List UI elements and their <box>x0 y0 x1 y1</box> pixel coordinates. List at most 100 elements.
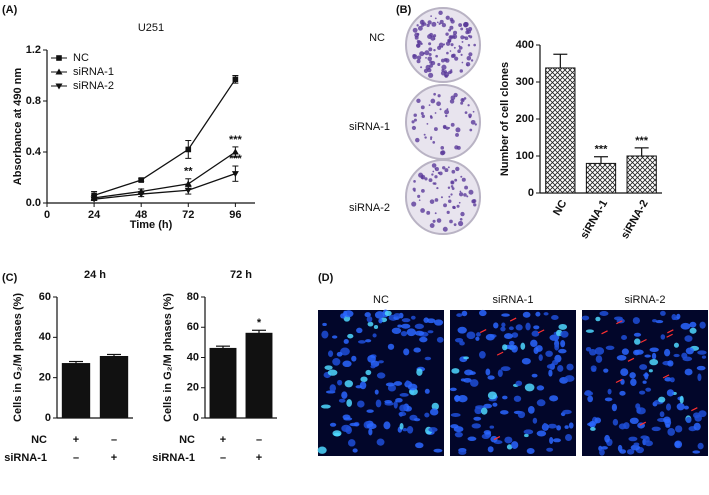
colony <box>447 166 450 169</box>
nucleus <box>515 380 523 387</box>
y-tick-label: 200 <box>516 113 534 125</box>
colony <box>451 187 455 190</box>
nucleus <box>560 340 566 348</box>
x-tick-label: 72 <box>182 209 194 221</box>
nucleus <box>393 381 403 386</box>
x-tick-label: NC <box>551 198 569 218</box>
nucleus <box>549 395 559 402</box>
colony <box>468 189 474 195</box>
nucleus <box>536 385 545 391</box>
nucleus <box>612 418 619 426</box>
colony <box>421 189 425 193</box>
plate-label: siRNA-1 <box>349 121 390 133</box>
colony <box>459 46 463 50</box>
y-tick-label: 0 <box>45 412 51 424</box>
nucleus <box>674 441 681 448</box>
nucleus <box>331 335 338 339</box>
arrow <box>615 378 623 384</box>
colony <box>416 55 422 60</box>
colony <box>452 35 456 38</box>
nucleus <box>324 365 333 370</box>
nucleus <box>636 407 646 415</box>
colony <box>435 54 438 58</box>
nucleus <box>413 418 421 422</box>
arrow <box>493 436 501 441</box>
colony <box>450 122 455 127</box>
nucleus <box>619 390 626 396</box>
colony <box>445 114 448 118</box>
nucleus <box>407 383 418 391</box>
colony <box>467 44 471 47</box>
bar <box>61 363 91 419</box>
nucleus <box>689 321 697 328</box>
colony <box>463 193 467 197</box>
nucleus <box>364 312 371 318</box>
nucleus <box>343 417 353 421</box>
colony <box>433 38 436 40</box>
nucleus <box>659 411 665 418</box>
nucleus <box>599 311 609 316</box>
nucleus <box>366 316 373 323</box>
colony <box>421 22 424 25</box>
colony <box>461 98 464 101</box>
nucleus <box>667 427 675 436</box>
point <box>184 180 192 187</box>
nucleus <box>562 409 572 415</box>
colony <box>448 199 452 203</box>
point <box>231 148 239 155</box>
colony <box>468 115 472 119</box>
x-tick-label: siRNA-1 <box>578 198 610 241</box>
nucleus <box>511 441 519 449</box>
colony <box>417 25 423 31</box>
colony <box>426 23 430 28</box>
colony <box>428 42 432 46</box>
nucleus <box>433 448 443 453</box>
colony <box>473 203 477 207</box>
nucleus <box>492 402 498 407</box>
colony <box>455 127 461 133</box>
colony <box>439 19 444 24</box>
panel-label: (B) <box>396 4 412 16</box>
nucleus <box>337 379 343 386</box>
colony <box>432 170 435 173</box>
colony <box>460 211 465 217</box>
colony <box>449 25 454 30</box>
nucleus <box>501 313 510 317</box>
nucleus <box>630 444 641 451</box>
nucleus <box>376 438 385 446</box>
significance: *** <box>229 134 243 146</box>
nucleus <box>343 310 354 318</box>
nucleus <box>634 338 641 345</box>
colony <box>447 186 451 189</box>
nucleus <box>620 368 629 377</box>
colony <box>474 123 477 126</box>
nucleus <box>525 322 531 331</box>
nucleus <box>399 404 408 412</box>
nucleus <box>387 343 395 350</box>
colony <box>433 92 436 96</box>
nucleus <box>458 449 467 455</box>
colony <box>441 23 447 28</box>
nucleus <box>585 329 594 333</box>
colony <box>461 61 464 64</box>
nucleus <box>504 436 513 444</box>
image-label: siRNA-2 <box>625 294 666 306</box>
nucleus <box>629 417 639 425</box>
colony <box>437 62 441 67</box>
colony <box>457 220 464 227</box>
colony <box>437 45 442 50</box>
colony <box>442 124 447 129</box>
line <box>94 173 236 200</box>
nucleus <box>431 402 439 411</box>
nucleus <box>604 397 613 402</box>
colony <box>424 136 427 139</box>
nucleus <box>531 373 538 378</box>
nucleus <box>317 446 327 454</box>
nucleus <box>526 448 535 455</box>
x-tick-label: 48 <box>135 209 147 221</box>
y-axis-label: Cells in G₂/M phases (%) <box>12 293 24 422</box>
colony <box>430 15 432 18</box>
nucleus <box>359 381 367 390</box>
nucleus <box>533 347 539 355</box>
y-axis-label: Number of cell clones <box>499 62 511 176</box>
